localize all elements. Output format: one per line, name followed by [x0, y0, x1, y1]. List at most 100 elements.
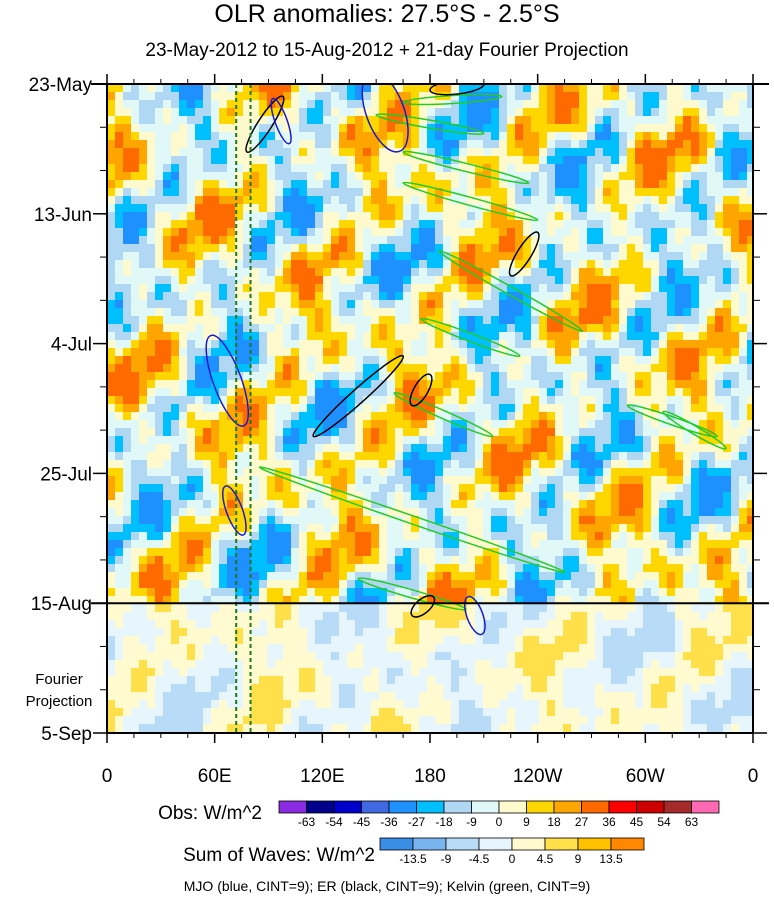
field-cell	[595, 108, 604, 117]
field-cell	[595, 372, 604, 381]
field-cell	[731, 108, 740, 117]
field-cell	[179, 436, 188, 445]
field-cell	[531, 196, 540, 205]
field-cell	[491, 140, 500, 149]
field-cell	[595, 196, 604, 205]
field-cell	[179, 508, 188, 517]
field-cell	[675, 156, 684, 165]
field-cell	[123, 556, 132, 565]
field-cell	[595, 236, 604, 245]
field-cell	[363, 348, 372, 357]
field-cell	[291, 452, 300, 461]
field-cell	[611, 548, 620, 557]
field-cell	[707, 252, 716, 261]
field-cell	[115, 556, 124, 565]
field-cell	[219, 100, 228, 109]
field-cell	[411, 332, 420, 341]
field-cell	[155, 308, 164, 317]
field-cell	[715, 300, 724, 309]
field-cell	[691, 332, 700, 341]
field-cell	[347, 348, 356, 357]
field-cell	[403, 316, 412, 325]
field-cell	[627, 540, 636, 549]
field-cell	[107, 404, 116, 413]
field-cell	[195, 268, 204, 277]
field-cell	[371, 196, 380, 205]
field-cell	[195, 116, 204, 125]
field-cell	[187, 508, 196, 517]
field-cell	[227, 284, 236, 293]
field-cell	[531, 212, 540, 221]
field-cell	[635, 412, 644, 421]
field-cell	[403, 484, 412, 493]
field-cell	[275, 140, 284, 149]
field-cell	[123, 340, 132, 349]
field-cell	[179, 172, 188, 181]
field-cell	[659, 124, 668, 133]
field-cell	[347, 380, 356, 389]
field-cell	[243, 244, 252, 253]
field-cell	[739, 108, 748, 117]
field-cell	[211, 148, 220, 157]
field-cell	[467, 548, 476, 557]
field-cell	[155, 388, 164, 397]
field-cell	[339, 436, 348, 445]
field-cell	[315, 220, 324, 229]
field-cell	[635, 404, 644, 413]
field-cell	[659, 148, 668, 157]
field-cell	[643, 444, 652, 453]
field-cell	[667, 404, 676, 413]
field-cell	[595, 156, 604, 165]
field-cell	[475, 380, 484, 389]
field-cell	[419, 484, 428, 493]
field-cell	[635, 468, 644, 477]
field-cell	[699, 228, 708, 237]
field-cell	[163, 484, 172, 493]
field-cell	[563, 156, 572, 165]
field-cell	[435, 220, 444, 229]
field-cell	[259, 268, 268, 277]
field-cell	[315, 332, 324, 341]
field-cell	[363, 492, 372, 501]
field-cell	[227, 268, 236, 277]
field-cell	[139, 508, 148, 517]
field-cell	[507, 556, 516, 565]
field-cell	[611, 452, 620, 461]
field-cell	[435, 84, 444, 93]
field-cell	[643, 356, 652, 365]
field-cell	[571, 404, 580, 413]
field-cell	[139, 452, 148, 461]
field-cell	[243, 228, 252, 237]
field-cell	[363, 204, 372, 213]
field-cell	[571, 468, 580, 477]
field-cell	[483, 356, 492, 365]
field-cell	[211, 164, 220, 173]
field-cell	[395, 548, 404, 557]
field-cell	[619, 172, 628, 181]
field-cell	[371, 548, 380, 557]
field-cell	[203, 140, 212, 149]
field-cell	[707, 172, 716, 181]
field-cell	[315, 188, 324, 197]
field-cell	[371, 148, 380, 157]
field-cell	[467, 116, 476, 125]
field-cell	[195, 300, 204, 309]
field-cell	[427, 172, 436, 181]
field-cell	[667, 316, 676, 325]
field-cell	[131, 484, 140, 493]
field-cell	[171, 396, 180, 405]
field-cell	[451, 452, 460, 461]
field-cell	[563, 372, 572, 381]
field-cell	[299, 268, 308, 277]
field-cell	[595, 164, 604, 173]
field-cell	[699, 356, 708, 365]
field-cell	[547, 300, 556, 309]
field-cell	[747, 516, 753, 525]
field-cell	[155, 492, 164, 501]
field-cell	[219, 380, 228, 389]
field-cell	[147, 380, 156, 389]
field-cell	[203, 340, 212, 349]
field-cell	[491, 484, 500, 493]
field-cell	[659, 340, 668, 349]
field-cell	[299, 308, 308, 317]
